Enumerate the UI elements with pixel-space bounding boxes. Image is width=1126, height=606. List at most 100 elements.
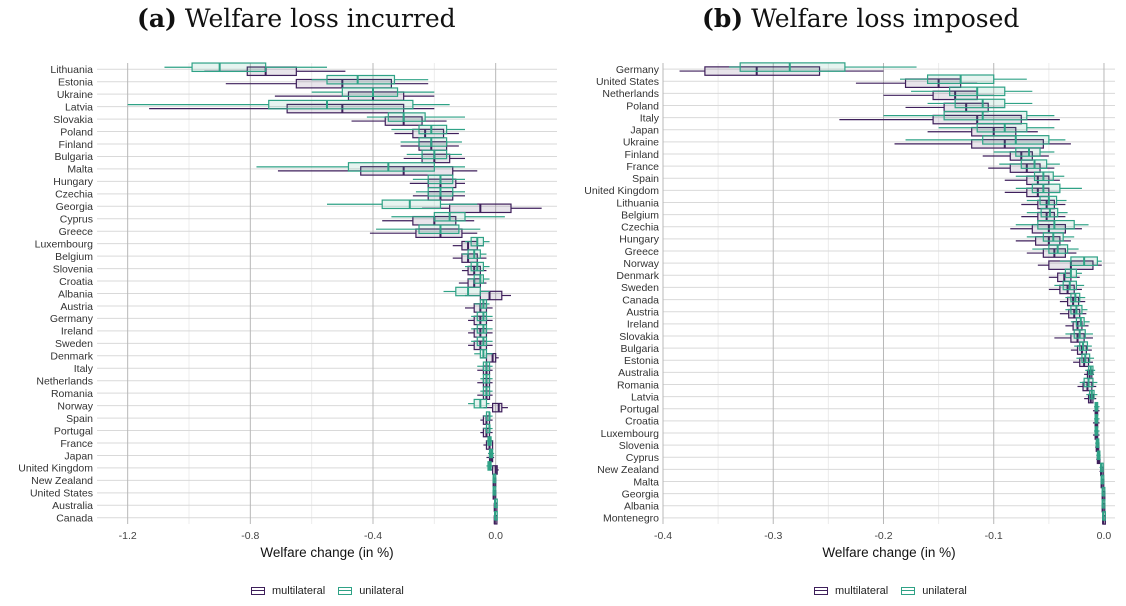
multilateral-box (465, 303, 493, 313)
legend-label-unilateral: unilateral (922, 585, 967, 597)
unilateral-iqr (943, 110, 1028, 121)
legend-label-unilateral: unilateral (359, 585, 404, 597)
category-label: Sweden (621, 282, 659, 294)
legend-item-multilateral: multilateral (813, 585, 888, 597)
unilateral-box (468, 398, 490, 409)
unilateral-box (406, 149, 462, 160)
unilateral-box (1096, 450, 1101, 461)
unilateral-box (1065, 292, 1086, 303)
category-label: Austria (60, 301, 93, 313)
category-label: Netherlands (36, 376, 93, 388)
unilateral-box (1015, 219, 1089, 230)
unilateral-box (400, 137, 462, 147)
legend-key-multilateral (813, 585, 829, 597)
unilateral-box (494, 510, 498, 521)
unilateral-box (483, 411, 493, 421)
x-tick-label: -0.8 (241, 530, 259, 542)
category-label: United Kingdom (584, 185, 659, 197)
chart-panel-b: -0.4 -0.3 -0.2 -0.1 0.0 Welfare change (in %)… (584, 62, 1115, 560)
unilateral-iqr (191, 62, 267, 73)
unilateral-box (1100, 474, 1105, 485)
category-label: Luxembourg (35, 238, 94, 250)
unilateral-iqr (954, 98, 1006, 109)
unilateral-iqr (476, 336, 488, 347)
unilateral-box (1086, 389, 1098, 400)
legend-key-unilateral (337, 585, 353, 597)
category-label: Portugal (620, 404, 659, 416)
unilateral-box (1026, 207, 1068, 218)
category-label: United States (596, 76, 659, 88)
category-label: Austria (626, 306, 659, 318)
unilateral-box (474, 348, 493, 359)
unilateral-box (311, 87, 435, 97)
category-label: Denmark (50, 351, 93, 363)
x-axis-title: Welfare change (in %) (260, 545, 393, 560)
unilateral-iqr (268, 99, 414, 110)
panel-b-title: (b) Welfare loss imposed (702, 4, 1019, 33)
unilateral-box (1059, 268, 1082, 279)
unilateral-box (729, 62, 917, 72)
unilateral-box (883, 110, 1055, 121)
category-label: Luxembourg (601, 428, 660, 440)
category-label: Spain (66, 413, 93, 425)
category-label: Australia (618, 367, 659, 379)
unilateral-box (376, 224, 481, 235)
unilateral-box (1101, 486, 1106, 497)
category-label: Croatia (625, 416, 659, 428)
category-label: Cyprus (60, 214, 93, 226)
unilateral-box (1065, 304, 1088, 315)
unilateral-iqr (476, 311, 488, 322)
unilateral-box (471, 311, 493, 322)
x-tick-label: -1.2 (119, 530, 137, 542)
unilateral-iqr (341, 87, 399, 97)
category-label: Georgia (56, 201, 94, 213)
unilateral-box (412, 174, 465, 185)
panel-a-tag: (a) (137, 4, 177, 33)
legend-b: multilateral unilateral (813, 585, 979, 597)
panel-a-title-text: Welfare loss incurred (184, 4, 456, 33)
category-label: Malta (67, 164, 93, 176)
panel-a-title: (a) Welfare loss incurred (137, 4, 456, 33)
category-label: Poland (626, 100, 659, 112)
category-label: Czechia (621, 222, 659, 234)
unilateral-iqr (1037, 219, 1075, 230)
unilateral-box (488, 448, 495, 459)
unilateral-box (938, 122, 1055, 133)
category-label: Ukraine (57, 89, 93, 101)
unilateral-box (1094, 426, 1100, 436)
unilateral-iqr (1031, 183, 1061, 194)
category-label: Greece (59, 226, 94, 238)
category-label: Italy (74, 363, 94, 375)
unilateral-box (471, 336, 493, 347)
category-label: Greece (625, 246, 660, 258)
unilateral-iqr (326, 74, 396, 85)
category-label: New Zealand (31, 475, 93, 487)
unilateral-box (1095, 438, 1100, 448)
category-label: Norway (57, 400, 93, 412)
category-label: Croatia (59, 276, 93, 288)
unilateral-box (900, 74, 1027, 84)
category-label: Albania (58, 288, 93, 300)
unilateral-iqr (347, 162, 435, 172)
category-label: Belgium (621, 209, 659, 221)
legend-label-multilateral: multilateral (835, 585, 889, 597)
unilateral-box (1065, 329, 1093, 339)
x-tick-label: -0.4 (364, 530, 382, 542)
unilateral-box (127, 99, 450, 110)
unilateral-box (477, 361, 493, 372)
x-tick-label: -0.4 (654, 530, 672, 542)
unilateral-box (1079, 377, 1098, 388)
unilateral-box (443, 286, 490, 297)
unilateral-box (1085, 365, 1096, 376)
unilateral-iqr (418, 124, 448, 135)
unilateral-iqr (739, 62, 846, 72)
unilateral-box (1102, 511, 1106, 521)
category-label: United Kingdom (18, 463, 93, 475)
category-label: Poland (60, 126, 93, 138)
unilateral-box (1032, 244, 1079, 254)
unilateral-box (483, 423, 493, 434)
category-label: Canada (56, 513, 93, 525)
category-label: Malta (633, 476, 659, 488)
unilateral-box (391, 124, 465, 135)
category-label: Japan (630, 125, 659, 137)
